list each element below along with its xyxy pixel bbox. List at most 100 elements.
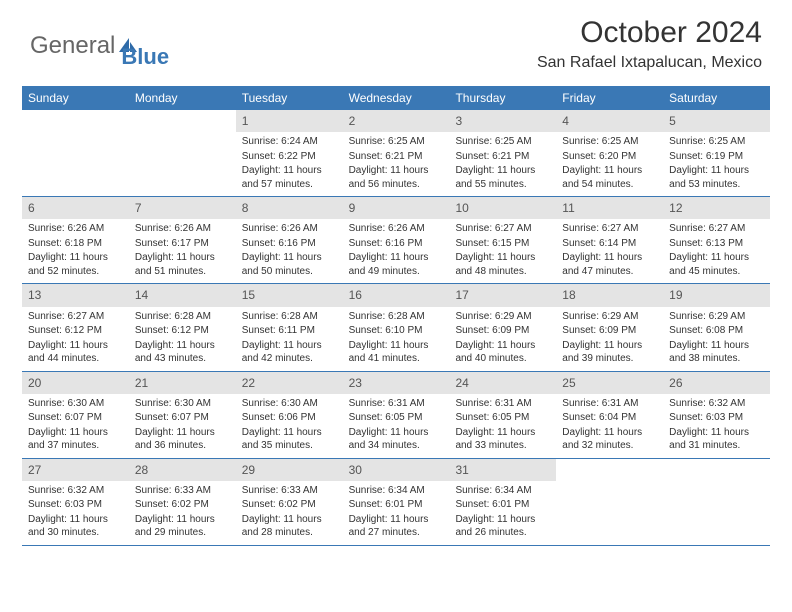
day-cell: 15Sunrise: 6:28 AMSunset: 6:11 PMDayligh… <box>236 284 343 370</box>
daylight-text: Daylight: 11 hours and 47 minutes. <box>562 251 657 278</box>
day-body: Sunrise: 6:25 AMSunset: 6:21 PMDaylight:… <box>343 135 450 191</box>
daylight-text: Daylight: 11 hours and 29 minutes. <box>135 513 230 540</box>
daylight-text: Daylight: 11 hours and 50 minutes. <box>242 251 337 278</box>
day-cell: 24Sunrise: 6:31 AMSunset: 6:05 PMDayligh… <box>449 372 556 458</box>
daylight-text: Daylight: 11 hours and 45 minutes. <box>669 251 764 278</box>
day-number: 22 <box>236 372 343 394</box>
day-cell: 30Sunrise: 6:34 AMSunset: 6:01 PMDayligh… <box>343 459 450 545</box>
sunrise-text: Sunrise: 6:29 AM <box>455 310 550 324</box>
day-cell: 28Sunrise: 6:33 AMSunset: 6:02 PMDayligh… <box>129 459 236 545</box>
sunset-text: Sunset: 6:22 PM <box>242 150 337 164</box>
week-row: 13Sunrise: 6:27 AMSunset: 6:12 PMDayligh… <box>22 284 770 371</box>
sunset-text: Sunset: 6:12 PM <box>135 324 230 338</box>
week-row: 20Sunrise: 6:30 AMSunset: 6:07 PMDayligh… <box>22 372 770 459</box>
sunrise-text: Sunrise: 6:26 AM <box>135 222 230 236</box>
day-body: Sunrise: 6:26 AMSunset: 6:16 PMDaylight:… <box>343 222 450 278</box>
day-body: Sunrise: 6:28 AMSunset: 6:10 PMDaylight:… <box>343 310 450 366</box>
day-body: Sunrise: 6:29 AMSunset: 6:09 PMDaylight:… <box>556 310 663 366</box>
day-number: 5 <box>663 110 770 132</box>
weekday-header-row: SundayMondayTuesdayWednesdayThursdayFrid… <box>22 86 770 110</box>
day-cell: 17Sunrise: 6:29 AMSunset: 6:09 PMDayligh… <box>449 284 556 370</box>
sunrise-text: Sunrise: 6:25 AM <box>349 135 444 149</box>
sunset-text: Sunset: 6:14 PM <box>562 237 657 251</box>
day-cell: 10Sunrise: 6:27 AMSunset: 6:15 PMDayligh… <box>449 197 556 283</box>
day-body: Sunrise: 6:31 AMSunset: 6:05 PMDaylight:… <box>343 397 450 453</box>
day-body: Sunrise: 6:25 AMSunset: 6:20 PMDaylight:… <box>556 135 663 191</box>
sunrise-text: Sunrise: 6:26 AM <box>28 222 123 236</box>
day-number: 18 <box>556 284 663 306</box>
daylight-text: Daylight: 11 hours and 43 minutes. <box>135 339 230 366</box>
day-cell: 11Sunrise: 6:27 AMSunset: 6:14 PMDayligh… <box>556 197 663 283</box>
sunset-text: Sunset: 6:02 PM <box>135 498 230 512</box>
day-number: 6 <box>22 197 129 219</box>
daylight-text: Daylight: 11 hours and 39 minutes. <box>562 339 657 366</box>
day-body: Sunrise: 6:25 AMSunset: 6:19 PMDaylight:… <box>663 135 770 191</box>
sunset-text: Sunset: 6:09 PM <box>455 324 550 338</box>
location: San Rafael Ixtapalucan, Mexico <box>537 54 762 72</box>
logo-text-2: Blue <box>121 44 169 70</box>
sunrise-text: Sunrise: 6:27 AM <box>669 222 764 236</box>
sunrise-text: Sunrise: 6:28 AM <box>242 310 337 324</box>
sunset-text: Sunset: 6:03 PM <box>669 411 764 425</box>
sunset-text: Sunset: 6:08 PM <box>669 324 764 338</box>
day-number: 17 <box>449 284 556 306</box>
day-number: 25 <box>556 372 663 394</box>
day-cell <box>129 110 236 196</box>
sunrise-text: Sunrise: 6:26 AM <box>349 222 444 236</box>
logo: General Blue <box>30 22 169 70</box>
week-row: 1Sunrise: 6:24 AMSunset: 6:22 PMDaylight… <box>22 110 770 197</box>
day-number: 4 <box>556 110 663 132</box>
daylight-text: Daylight: 11 hours and 42 minutes. <box>242 339 337 366</box>
daylight-text: Daylight: 11 hours and 37 minutes. <box>28 426 123 453</box>
day-body: Sunrise: 6:30 AMSunset: 6:07 PMDaylight:… <box>22 397 129 453</box>
day-body: Sunrise: 6:34 AMSunset: 6:01 PMDaylight:… <box>343 484 450 540</box>
day-body: Sunrise: 6:25 AMSunset: 6:21 PMDaylight:… <box>449 135 556 191</box>
sunrise-text: Sunrise: 6:26 AM <box>242 222 337 236</box>
daylight-text: Daylight: 11 hours and 51 minutes. <box>135 251 230 278</box>
sunset-text: Sunset: 6:18 PM <box>28 237 123 251</box>
sunrise-text: Sunrise: 6:32 AM <box>28 484 123 498</box>
daylight-text: Daylight: 11 hours and 55 minutes. <box>455 164 550 191</box>
sunrise-text: Sunrise: 6:29 AM <box>562 310 657 324</box>
sunset-text: Sunset: 6:05 PM <box>455 411 550 425</box>
day-number: 2 <box>343 110 450 132</box>
daylight-text: Daylight: 11 hours and 35 minutes. <box>242 426 337 453</box>
day-cell: 13Sunrise: 6:27 AMSunset: 6:12 PMDayligh… <box>22 284 129 370</box>
day-number: 3 <box>449 110 556 132</box>
day-cell: 19Sunrise: 6:29 AMSunset: 6:08 PMDayligh… <box>663 284 770 370</box>
day-number: 12 <box>663 197 770 219</box>
daylight-text: Daylight: 11 hours and 36 minutes. <box>135 426 230 453</box>
day-cell: 27Sunrise: 6:32 AMSunset: 6:03 PMDayligh… <box>22 459 129 545</box>
day-number: 28 <box>129 459 236 481</box>
sunrise-text: Sunrise: 6:28 AM <box>349 310 444 324</box>
sunrise-text: Sunrise: 6:24 AM <box>242 135 337 149</box>
day-body: Sunrise: 6:26 AMSunset: 6:16 PMDaylight:… <box>236 222 343 278</box>
day-number: 8 <box>236 197 343 219</box>
sunrise-text: Sunrise: 6:34 AM <box>455 484 550 498</box>
day-body: Sunrise: 6:32 AMSunset: 6:03 PMDaylight:… <box>22 484 129 540</box>
sunrise-text: Sunrise: 6:27 AM <box>562 222 657 236</box>
week-row: 6Sunrise: 6:26 AMSunset: 6:18 PMDaylight… <box>22 197 770 284</box>
daylight-text: Daylight: 11 hours and 52 minutes. <box>28 251 123 278</box>
sunrise-text: Sunrise: 6:33 AM <box>242 484 337 498</box>
day-body: Sunrise: 6:24 AMSunset: 6:22 PMDaylight:… <box>236 135 343 191</box>
daylight-text: Daylight: 11 hours and 26 minutes. <box>455 513 550 540</box>
weekday-header: Thursday <box>449 86 556 110</box>
day-number: 10 <box>449 197 556 219</box>
day-body: Sunrise: 6:33 AMSunset: 6:02 PMDaylight:… <box>236 484 343 540</box>
sunset-text: Sunset: 6:01 PM <box>455 498 550 512</box>
day-number: 16 <box>343 284 450 306</box>
day-body: Sunrise: 6:30 AMSunset: 6:06 PMDaylight:… <box>236 397 343 453</box>
sunrise-text: Sunrise: 6:32 AM <box>669 397 764 411</box>
sunrise-text: Sunrise: 6:30 AM <box>28 397 123 411</box>
day-cell: 12Sunrise: 6:27 AMSunset: 6:13 PMDayligh… <box>663 197 770 283</box>
daylight-text: Daylight: 11 hours and 28 minutes. <box>242 513 337 540</box>
sunrise-text: Sunrise: 6:27 AM <box>455 222 550 236</box>
day-number: 13 <box>22 284 129 306</box>
day-number: 26 <box>663 372 770 394</box>
daylight-text: Daylight: 11 hours and 30 minutes. <box>28 513 123 540</box>
day-number: 15 <box>236 284 343 306</box>
logo-text-1: General <box>30 32 115 60</box>
sunset-text: Sunset: 6:20 PM <box>562 150 657 164</box>
sunset-text: Sunset: 6:09 PM <box>562 324 657 338</box>
